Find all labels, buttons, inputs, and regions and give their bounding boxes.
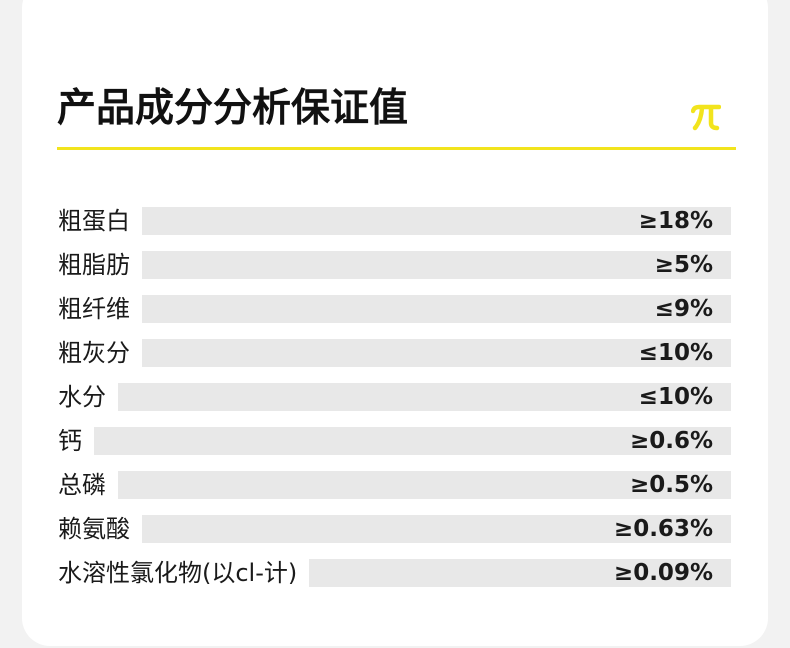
table-row: 钙 ≥0.6%: [58, 419, 731, 463]
value-bar: ≤10%: [142, 339, 731, 367]
page-title: 产品成分分析保证值: [57, 86, 409, 131]
nutrient-value: ≤10%: [638, 384, 713, 410]
table-row: 水分 ≤10%: [58, 375, 731, 419]
table-row: 粗灰分 ≤10%: [58, 331, 731, 375]
nutrient-label: 水分: [58, 383, 106, 411]
nutrient-value: ≥18%: [638, 208, 713, 234]
nutrient-value: ≤9%: [654, 296, 713, 322]
value-bar: ≥5%: [142, 251, 731, 279]
table-row: 水溶性氯化物(以cl-计) ≥0.09%: [58, 551, 731, 595]
value-bar: ≥18%: [142, 207, 731, 235]
value-bar: ≥0.6%: [94, 427, 731, 455]
nutrient-value: ≥0.63%: [613, 516, 713, 542]
nutrient-label: 粗脂肪: [58, 251, 130, 279]
nutrient-label: 总磷: [58, 471, 106, 499]
nutrient-label: 水溶性氯化物(以cl-计): [58, 559, 298, 587]
title-divider: [57, 147, 736, 150]
nutrient-label: 粗蛋白: [58, 207, 130, 235]
table-row: 粗蛋白 ≥18%: [58, 199, 731, 243]
nutrient-value: ≥5%: [654, 252, 713, 278]
pi-logo-icon: [691, 104, 721, 131]
nutrient-label: 粗纤维: [58, 295, 130, 323]
table-row: 总磷 ≥0.5%: [58, 463, 731, 507]
nutrient-label: 粗灰分: [58, 339, 130, 367]
nutrient-label: 钙: [58, 427, 82, 455]
nutrient-value: ≥0.09%: [613, 560, 713, 586]
nutrient-table: 粗蛋白 ≥18% 粗脂肪 ≥5% 粗纤维 ≤9% 粗灰分 ≤10% 水分 ≤10…: [58, 199, 731, 595]
table-row: 粗纤维 ≤9%: [58, 287, 731, 331]
value-bar: ≤9%: [142, 295, 731, 323]
nutrient-label: 赖氨酸: [58, 515, 130, 543]
value-bar: ≥0.09%: [309, 559, 731, 587]
table-row: 赖氨酸 ≥0.63%: [58, 507, 731, 551]
nutrient-value: ≥0.5%: [629, 472, 713, 498]
nutrient-value: ≥0.6%: [629, 428, 713, 454]
value-bar: ≥0.5%: [118, 471, 731, 499]
nutrient-value: ≤10%: [638, 340, 713, 366]
value-bar: ≤10%: [118, 383, 731, 411]
value-bar: ≥0.63%: [142, 515, 731, 543]
table-row: 粗脂肪 ≥5%: [58, 243, 731, 287]
